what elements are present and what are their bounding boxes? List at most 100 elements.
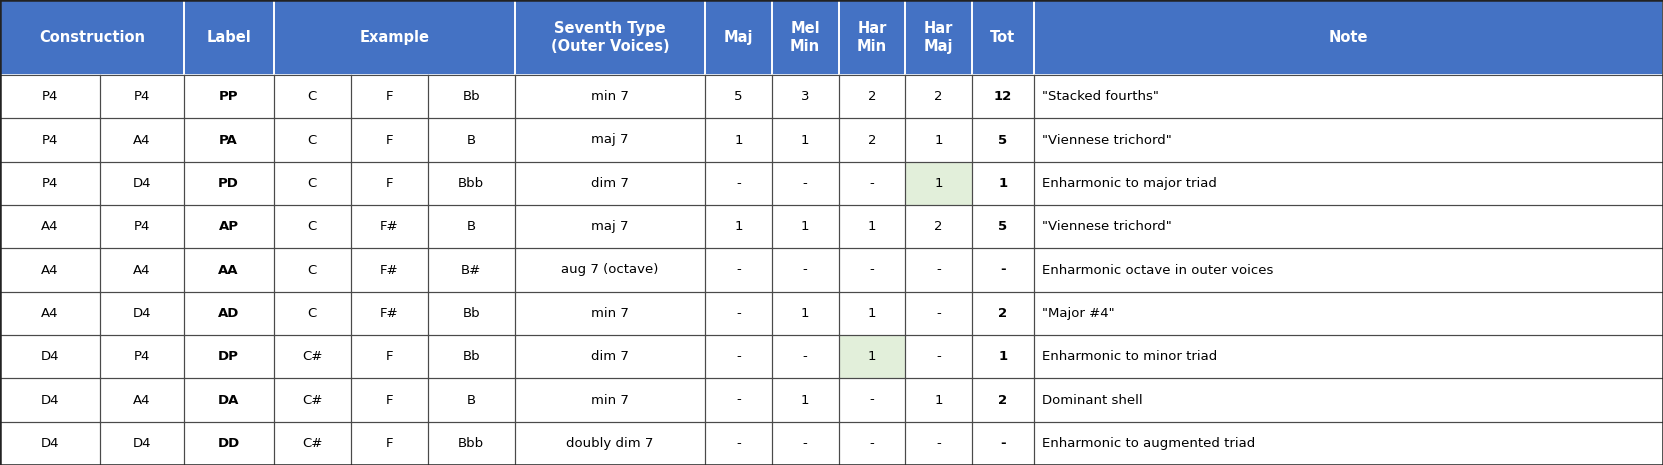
Bar (973, 422, 1034, 465)
Text: 2: 2 (998, 393, 1008, 406)
Bar (838, 75, 905, 118)
Bar (0, 422, 100, 465)
Text: 1: 1 (733, 220, 743, 233)
Text: 1: 1 (802, 220, 810, 233)
Bar (0, 118, 100, 162)
Text: dim 7: dim 7 (590, 177, 629, 190)
Bar (705, 248, 772, 292)
Bar (273, 205, 351, 248)
Bar (100, 205, 183, 248)
Bar (0, 248, 100, 292)
Text: A4: A4 (42, 264, 58, 277)
Text: Bb: Bb (462, 90, 481, 103)
Bar (427, 118, 516, 162)
Bar (772, 335, 838, 379)
Bar (1034, 118, 1663, 162)
Bar (516, 422, 705, 465)
Text: -: - (999, 264, 1006, 277)
Text: C: C (308, 90, 316, 103)
Text: P4: P4 (42, 90, 58, 103)
Text: min 7: min 7 (590, 307, 629, 320)
Bar (0, 0, 183, 75)
Text: DD: DD (218, 437, 239, 450)
Text: B#: B# (461, 264, 481, 277)
Text: D4: D4 (133, 307, 151, 320)
Bar (838, 248, 905, 292)
Bar (1034, 335, 1663, 379)
Text: Seventh Type
(Outer Voices): Seventh Type (Outer Voices) (550, 21, 669, 53)
Text: -: - (870, 177, 875, 190)
Bar (427, 335, 516, 379)
Bar (516, 75, 705, 118)
Text: min 7: min 7 (590, 393, 629, 406)
Bar (100, 118, 183, 162)
Bar (516, 292, 705, 335)
Bar (183, 248, 273, 292)
Text: maj 7: maj 7 (592, 220, 629, 233)
Text: -: - (803, 437, 808, 450)
Text: 1: 1 (998, 177, 1008, 190)
Text: F: F (386, 133, 392, 146)
Text: B: B (467, 220, 476, 233)
Bar (838, 422, 905, 465)
Text: 1: 1 (998, 350, 1008, 363)
Text: Bb: Bb (462, 350, 481, 363)
Bar (351, 379, 427, 422)
Text: Enharmonic to major triad: Enharmonic to major triad (1041, 177, 1217, 190)
Bar (100, 292, 183, 335)
Text: 1: 1 (802, 307, 810, 320)
Bar (100, 248, 183, 292)
Bar (183, 335, 273, 379)
Text: 5: 5 (733, 90, 743, 103)
Bar (1034, 292, 1663, 335)
Bar (273, 248, 351, 292)
Text: 2: 2 (868, 133, 876, 146)
Text: D4: D4 (42, 393, 60, 406)
Bar (273, 379, 351, 422)
Bar (516, 335, 705, 379)
Bar (351, 248, 427, 292)
Text: Enharmonic to augmented triad: Enharmonic to augmented triad (1041, 437, 1256, 450)
Text: 1: 1 (868, 220, 876, 233)
Text: -: - (999, 437, 1006, 450)
Bar (427, 75, 516, 118)
Text: B: B (467, 133, 476, 146)
Bar (1034, 162, 1663, 205)
Text: -: - (803, 350, 808, 363)
Bar (183, 118, 273, 162)
Text: -: - (870, 393, 875, 406)
Bar (973, 379, 1034, 422)
Text: aug 7 (octave): aug 7 (octave) (562, 264, 659, 277)
Text: maj 7: maj 7 (592, 133, 629, 146)
Bar (427, 379, 516, 422)
Bar (0, 335, 100, 379)
Bar (427, 248, 516, 292)
Text: -: - (737, 393, 740, 406)
Bar (427, 422, 516, 465)
Bar (973, 292, 1034, 335)
Text: Har
Maj: Har Maj (925, 21, 953, 53)
Text: Mel
Min: Mel Min (790, 21, 820, 53)
Bar (973, 248, 1034, 292)
Bar (705, 118, 772, 162)
Text: Enharmonic octave in outer voices: Enharmonic octave in outer voices (1041, 264, 1274, 277)
Text: F: F (386, 437, 392, 450)
Text: Dominant shell: Dominant shell (1041, 393, 1142, 406)
Text: C: C (308, 307, 316, 320)
Bar (1034, 75, 1663, 118)
Bar (100, 162, 183, 205)
Bar (772, 0, 838, 75)
Bar (772, 248, 838, 292)
Bar (183, 0, 273, 75)
Bar (772, 292, 838, 335)
Bar (905, 248, 973, 292)
Bar (516, 0, 705, 75)
Bar (838, 379, 905, 422)
Text: 1: 1 (935, 177, 943, 190)
Bar (183, 422, 273, 465)
Bar (273, 422, 351, 465)
Text: P4: P4 (133, 350, 150, 363)
Text: F: F (386, 177, 392, 190)
Bar (705, 292, 772, 335)
Text: 1: 1 (935, 133, 943, 146)
